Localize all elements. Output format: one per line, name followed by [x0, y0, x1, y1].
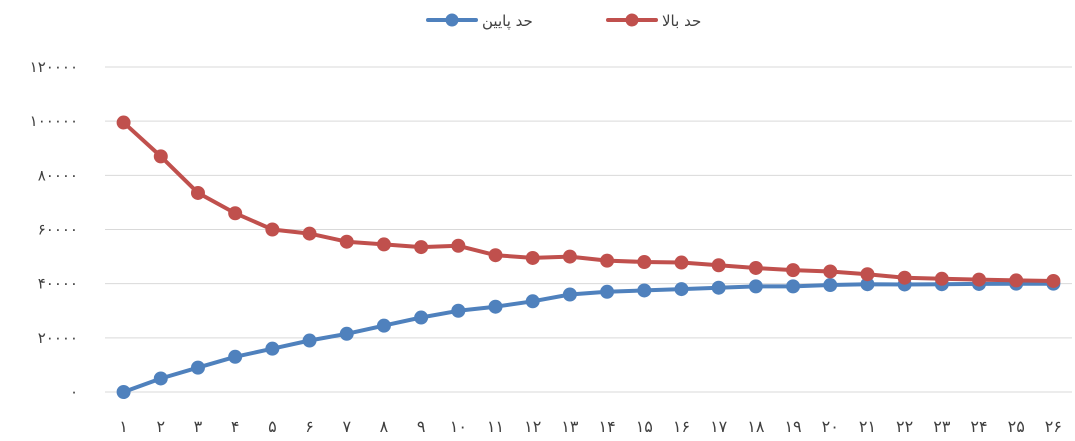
x-tick-label: ۱۸	[747, 417, 765, 436]
data-point	[1046, 273, 1061, 288]
data-point	[451, 238, 466, 253]
x-tick-label: ۲	[156, 417, 165, 436]
y-tick-label: ۰	[70, 383, 78, 401]
data-point	[711, 280, 726, 295]
x-tick-label: ۱۱	[487, 417, 504, 436]
data-point	[190, 185, 205, 200]
x-tick-label: ۱۶	[673, 417, 690, 436]
x-tick-label: ۲۲	[896, 417, 913, 436]
x-tick-label: ۱	[119, 417, 128, 436]
legend-marker-1	[445, 13, 459, 27]
x-tick-label: ۲۶	[1045, 417, 1062, 436]
data-point	[562, 287, 577, 302]
x-tick-label: ۱۷	[710, 417, 728, 436]
data-point	[376, 237, 391, 252]
data-point	[302, 226, 317, 241]
data-point	[748, 260, 763, 275]
data-point	[1009, 273, 1024, 288]
x-tick-label: ۸	[380, 417, 389, 436]
series-line-2	[121, 120, 1056, 283]
x-tick-label: ۹	[417, 417, 426, 436]
data-point	[897, 270, 912, 285]
x-tick-label: ۱۲	[524, 417, 541, 436]
x-axis-ticks: ۱ ۲ ۳ ۴ ۵ ۶ ۷ ۸ ۹ ۱۰ ۱۱ ۱۲ ۱۳ ۱۴ ۱۵ ۱۶ ۱۷ ۱۸ ۱۹ ۲۰ ۲۱ ۲۲ ۲۳ ۲۴ ۲…	[119, 417, 1062, 436]
data-point	[116, 115, 131, 130]
data-point	[339, 326, 354, 341]
x-tick-label: ۳	[194, 417, 203, 436]
data-point	[153, 371, 168, 386]
legend-label-2: حد بالا	[662, 12, 701, 30]
x-tick-label: ۵	[268, 417, 277, 436]
x-tick-label: ۱۹	[784, 417, 801, 436]
data-point	[265, 341, 280, 356]
data-point	[414, 310, 429, 325]
series-group	[116, 115, 1061, 399]
data-point	[153, 149, 168, 164]
data-point	[600, 253, 615, 268]
y-tick-label: ۸۰۰۰۰	[38, 166, 78, 184]
legend-marker-2	[625, 13, 639, 27]
data-point	[525, 250, 540, 265]
x-tick-label: ۱۴	[599, 417, 616, 436]
data-point	[339, 234, 354, 249]
data-point	[637, 283, 652, 298]
data-point	[228, 206, 243, 221]
x-tick-label: ۲۱	[859, 417, 876, 436]
y-axis-ticks: ۰ ۲۰۰۰۰ ۴۰۰۰۰ ۶۰۰۰۰ ۸۰۰۰۰ ۱۰۰۰۰۰ ۱۲۰۰۰۰	[30, 58, 78, 401]
data-point	[823, 278, 838, 293]
data-point	[228, 349, 243, 364]
data-point	[414, 240, 429, 255]
data-point	[711, 258, 726, 273]
data-point	[488, 248, 503, 263]
data-point	[562, 249, 577, 264]
x-tick-label: ۲۰	[822, 417, 839, 436]
data-point	[823, 264, 838, 279]
x-tick-label: ۲۴	[970, 417, 987, 436]
x-tick-label: ۶	[305, 417, 314, 436]
data-point	[934, 271, 949, 286]
data-point	[786, 279, 801, 294]
data-point	[265, 222, 280, 237]
y-tick-label: ۱۰۰۰۰۰	[30, 112, 78, 130]
x-tick-label: ۱۳	[561, 417, 579, 436]
data-point	[674, 255, 689, 270]
x-tick-label: ۱۰	[450, 417, 467, 436]
data-point	[451, 303, 466, 318]
data-point	[786, 263, 801, 278]
y-tick-label: ۴۰۰۰۰	[38, 275, 78, 293]
y-tick-label: ۶۰۰۰۰	[38, 221, 78, 239]
x-tick-label: ۲۳	[933, 417, 951, 436]
data-point	[674, 282, 689, 297]
data-point	[600, 284, 615, 299]
data-point	[860, 267, 875, 282]
y-tick-label: ۱۲۰۰۰۰	[30, 58, 78, 76]
data-point	[190, 360, 205, 375]
data-point	[376, 318, 391, 333]
data-point	[748, 279, 763, 294]
data-point	[525, 294, 540, 309]
data-point	[488, 299, 503, 314]
x-tick-label: ۷	[342, 417, 351, 436]
y-tick-label: ۲۰۰۰۰	[38, 329, 78, 347]
data-point	[972, 272, 987, 287]
data-point	[116, 385, 131, 399]
data-point	[637, 255, 652, 269]
x-tick-label: ۱۵	[636, 417, 653, 436]
data-point	[302, 333, 317, 348]
x-tick-label: ۲۵	[1008, 417, 1025, 436]
x-tick-label: ۴	[231, 417, 240, 436]
legend: حد پایین حد بالا	[426, 12, 701, 31]
gridlines	[105, 66, 1072, 393]
legend-label-1: حد پایین	[482, 12, 533, 31]
